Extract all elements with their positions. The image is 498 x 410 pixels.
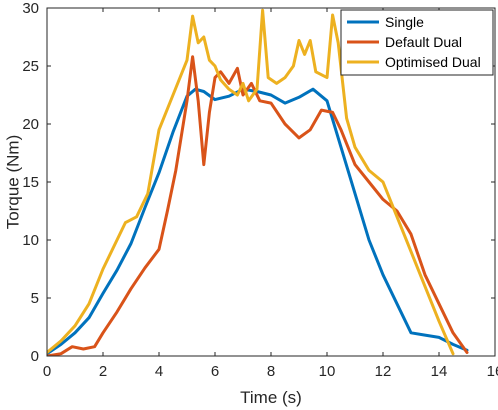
x-tick-label: 8 (267, 363, 275, 380)
series-line-1 (47, 87, 469, 356)
series-line-2 (47, 55, 469, 356)
x-tick-label: 4 (155, 363, 163, 380)
y-axis-label: Torque (Nm) (3, 135, 22, 229)
x-tick-label: 6 (211, 363, 219, 380)
series-line-3 (47, 8, 455, 356)
x-tick-label: 16 (487, 363, 498, 380)
legend-label-3: Optimised Dual (385, 54, 481, 70)
y-tick-label: 15 (22, 174, 39, 191)
x-tick-label: 0 (43, 363, 51, 380)
y-tick-label: 5 (31, 290, 39, 307)
x-axis-label: Time (s) (240, 388, 302, 407)
legend: Single Default Dual Optimised Dual (340, 9, 494, 76)
legend-label-2: Default Dual (385, 34, 462, 50)
x-tick-label: 2 (99, 363, 107, 380)
series-layer (47, 8, 469, 356)
y-tick-label: 10 (22, 232, 39, 249)
ticks-layer: 0 2 4 6 8 10 12 14 16 0 5 10 15 20 25 30 (22, 0, 498, 380)
y-tick-label: 30 (22, 0, 39, 17)
x-tick-label: 10 (319, 363, 336, 380)
y-tick-label: 25 (22, 58, 39, 75)
x-tick-label: 12 (375, 363, 392, 380)
y-tick-label: 20 (22, 116, 39, 133)
x-tick-label: 14 (431, 363, 448, 380)
legend-label-1: Single (385, 14, 424, 30)
y-tick-label: 0 (31, 348, 39, 365)
